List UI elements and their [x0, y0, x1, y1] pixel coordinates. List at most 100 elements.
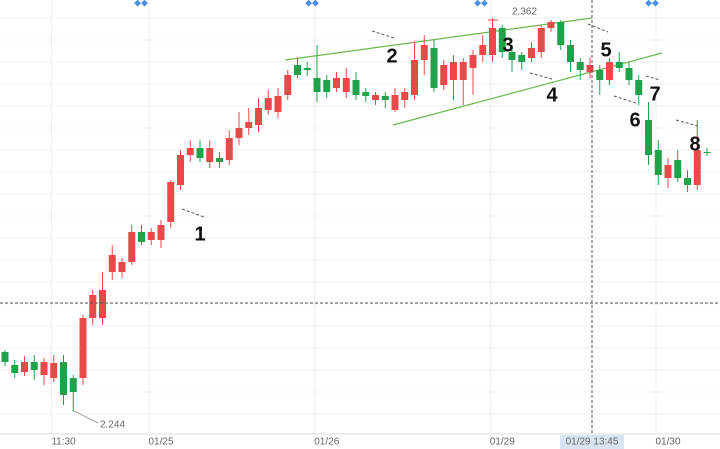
candle-body [508, 52, 516, 60]
candle-body [547, 22, 555, 28]
marker: ◆◆ [645, 0, 659, 7]
candle-body [362, 92, 370, 96]
candle-body [518, 55, 526, 62]
candle-body [79, 318, 87, 378]
candle-body [420, 45, 428, 60]
candle-body [157, 225, 165, 240]
candle-body [674, 160, 682, 178]
wave-label: 7 [649, 83, 660, 105]
x-axis-labels: 11:30 01/25 01/26 01/29 01/30 [51, 437, 681, 448]
wave-tick [613, 95, 637, 104]
candle-body [528, 48, 535, 58]
wave-ticks [181, 23, 699, 218]
candle-body [216, 158, 223, 162]
candle-body [245, 122, 253, 128]
candle-body [118, 262, 126, 272]
x-tick-label: 01/26 [314, 437, 339, 448]
candle-body [60, 362, 67, 395]
candle-body [567, 45, 574, 62]
candle-body [206, 148, 214, 162]
x-tick-label: 01/29 [490, 437, 515, 448]
marker: ◆◆ [134, 0, 148, 7]
candle-body [274, 96, 282, 112]
candle-body [557, 22, 565, 45]
candle-body [459, 62, 467, 80]
high-label: 2.362 [512, 7, 537, 18]
wave-tick [371, 30, 395, 39]
candle-body [313, 78, 321, 92]
candle-body [225, 138, 233, 160]
candle-body [40, 362, 48, 375]
candle-body [381, 96, 389, 100]
candle-body [703, 152, 711, 153]
candle-body [430, 48, 438, 88]
candle-body [50, 363, 58, 378]
candle-body [235, 128, 243, 138]
x-tick-label: 11:30 [51, 437, 76, 448]
top-markers: ◆◆ ◆◆ ◆◆ ◆◆ [134, 0, 659, 7]
x-tick-label: 01/30 [655, 437, 680, 448]
candle-body [11, 365, 19, 373]
candle-body [21, 362, 28, 372]
candle-body [693, 150, 701, 185]
candle-body [537, 28, 545, 52]
candle-body [401, 92, 409, 100]
wave-label: 6 [629, 109, 640, 131]
candle-body [138, 232, 145, 242]
wave-tick [675, 119, 699, 127]
candle-body [333, 78, 340, 88]
candle-body [352, 80, 360, 95]
candle-body [635, 80, 643, 95]
candle-body [264, 98, 272, 110]
candle-body [69, 378, 77, 392]
candle-body [108, 255, 116, 272]
candle-body [615, 62, 623, 68]
candle-body [391, 95, 399, 110]
candle-body [645, 120, 652, 155]
candle-body [684, 178, 691, 185]
candle-body [498, 28, 506, 52]
candle-body [99, 290, 106, 318]
wave-label: 1 [194, 223, 205, 245]
candle-body [294, 65, 301, 75]
candle-body [372, 95, 379, 100]
candle-body [411, 60, 418, 95]
candle-body [576, 62, 584, 70]
candle-body [323, 80, 331, 92]
low-marker [73, 410, 99, 424]
wave-label: 3 [502, 34, 513, 56]
candle-body [664, 165, 672, 178]
trendline [284, 17, 593, 61]
marker: ◆◆ [474, 0, 488, 7]
candle-body [440, 65, 448, 85]
candle-body [284, 75, 292, 95]
candle-body [606, 62, 613, 80]
marker: ◆◆ [305, 0, 319, 7]
candle-body [1, 352, 9, 362]
candle-body [303, 68, 311, 70]
low-label: 2.244 [100, 420, 125, 431]
candle-body [586, 65, 594, 72]
candle-body [128, 232, 136, 262]
candle-body [147, 232, 155, 240]
background-grid [0, 0, 720, 434]
candle-body [30, 362, 38, 370]
wave-tick [645, 75, 661, 81]
candles [1, 18, 711, 412]
candle-body [654, 150, 662, 175]
candle-body [255, 108, 262, 125]
candle-body [625, 68, 633, 80]
candle-body [489, 28, 496, 55]
wave-label: 5 [600, 39, 611, 61]
wave-tick [587, 23, 609, 33]
x-tick-label: 01/25 [148, 437, 173, 448]
wave-tick [529, 72, 553, 80]
wave-label: 2 [386, 45, 397, 67]
candle-body [177, 155, 184, 185]
candle-body [596, 70, 604, 80]
candle-body [89, 295, 97, 318]
wave-label: 8 [689, 133, 700, 155]
candle-body [450, 62, 457, 80]
candle-body [469, 55, 477, 68]
